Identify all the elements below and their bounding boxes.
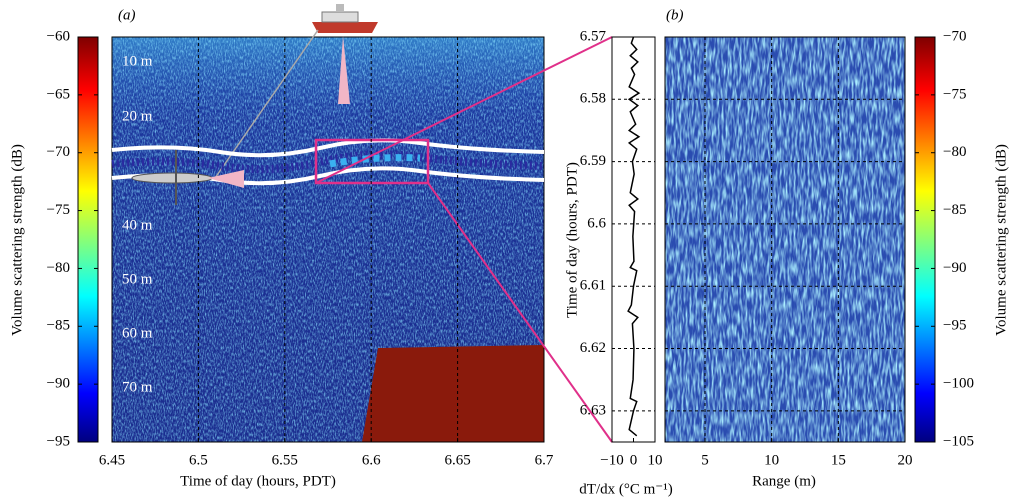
colorbar-tick-label: −80 [943, 144, 966, 160]
ship [214, 4, 378, 179]
glider [131, 150, 244, 205]
colorbar-tick-label: −70 [943, 28, 966, 44]
x-tick-label: 5 [701, 452, 709, 468]
x-tick-label: 20 [898, 452, 913, 468]
colorbar-tick-label: −75 [47, 202, 70, 218]
colorbar-tick-label: −90 [943, 260, 966, 276]
colorbar-tick-label: −60 [47, 28, 70, 44]
colorbar-tick-label: −70 [47, 144, 70, 160]
axes-a [111, 36, 545, 443]
x-tick-label: 0 [630, 452, 638, 468]
x-tick-label: 6.45 [99, 452, 125, 468]
x-tick-label: 10 [764, 452, 779, 468]
x-tick-label: 15 [831, 452, 846, 468]
depth-label: 70 m [122, 379, 153, 395]
colorbar-b [914, 36, 936, 443]
colorbar-label: Volume scattering strength (dB) [9, 144, 25, 336]
x-tick-label: 6.5 [189, 452, 208, 468]
colorbar-a [77, 36, 99, 443]
depth-label: 50 m [122, 271, 153, 287]
depth-label: 60 m [122, 325, 153, 341]
colorbar-tick-label: −85 [943, 202, 966, 218]
depth-label: 20 m [122, 108, 153, 124]
panel-label: (b) [666, 7, 684, 23]
colorbar-tick-label: −105 [943, 433, 974, 449]
x-axis-label: dT/dx (°C m⁻¹) [579, 481, 672, 497]
depth-label: 10 m [122, 53, 153, 69]
x-axis-label: Time of day (hours, PDT) [180, 473, 336, 489]
x-tick-label: −10 [600, 452, 623, 468]
x-tick-label: 6.6 [362, 452, 381, 468]
x-tick-label: 6.65 [444, 452, 470, 468]
colorbar-tick-label: −95 [943, 318, 966, 334]
y-tick-label: 6.63 [580, 402, 606, 418]
x-tick-label: 10 [648, 452, 663, 468]
panel-label: (a) [118, 7, 136, 23]
echogram-texture [665, 37, 905, 442]
y-tick-label: 6.57 [580, 28, 607, 44]
x-tick-label: 6.7 [535, 452, 554, 468]
x-axis-label: Range (m) [752, 473, 816, 489]
colorbar-tick-label: −85 [47, 318, 70, 334]
colorbar-tick-label: −75 [943, 86, 966, 102]
colorbar-tick-label: −80 [47, 260, 70, 276]
trace [627, 36, 641, 437]
colorbar-label: Volume scattering strength (dB) [993, 144, 1009, 336]
x-tick-label: 6.55 [272, 452, 298, 468]
y-tick-label: 6.58 [580, 91, 606, 107]
depth-label: 40 m [122, 217, 153, 233]
zoom-box [314, 36, 613, 443]
y-axis-label: Time of day (hours, PDT) [564, 162, 580, 318]
colorbar-tick-label: −100 [943, 376, 974, 392]
y-tick-label: 6.61 [580, 278, 606, 294]
colorbar-tick-label: −90 [47, 376, 70, 392]
axes-b [664, 36, 906, 443]
colorbar-tick-label: −95 [47, 433, 70, 449]
y-tick-label: 6.59 [580, 153, 606, 169]
y-tick-label: 6.62 [580, 340, 606, 356]
y-tick-label: 6.6 [587, 215, 606, 231]
seabed [362, 345, 544, 442]
colorbar-tick-label: −65 [47, 86, 70, 102]
